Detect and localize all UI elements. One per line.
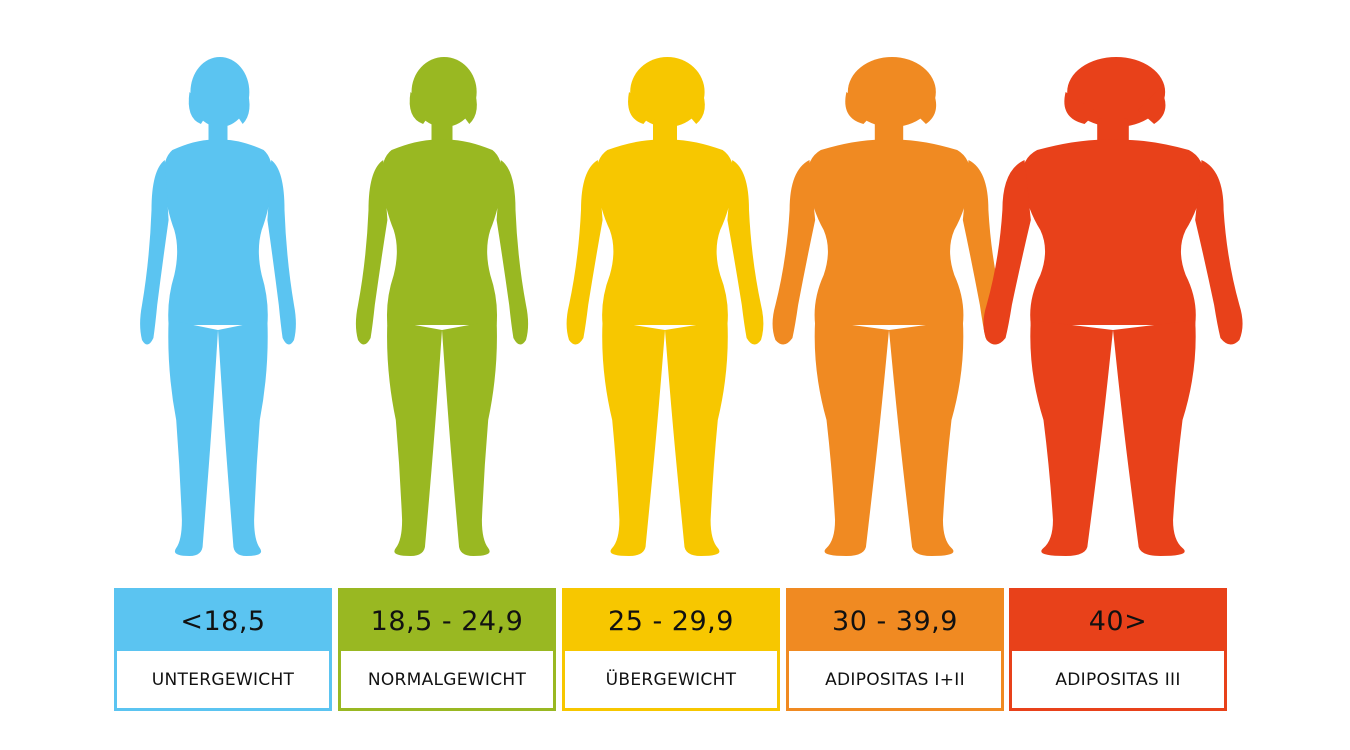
woman-silhouette-icon bbox=[140, 57, 296, 556]
bmi-category-label: NORMALGEWICHT bbox=[341, 651, 553, 708]
bmi-card-normalgewicht: 18,5 - 24,9 NORMALGEWICHT bbox=[338, 588, 556, 711]
bmi-range: 25 - 29,9 bbox=[565, 591, 777, 651]
figure-adipositas-1-2 bbox=[772, 57, 1006, 556]
woman-silhouette-icon bbox=[355, 57, 529, 556]
bmi-card-adipositas-1-2: 30 - 39,9 ADIPOSITAS I+II bbox=[786, 588, 1004, 711]
figure-normalgewicht bbox=[355, 57, 529, 556]
bmi-range: 30 - 39,9 bbox=[789, 591, 1001, 651]
bmi-card-adipositas-3: 40> ADIPOSITAS III bbox=[1009, 588, 1227, 711]
bmi-category-label: ADIPOSITAS III bbox=[1012, 651, 1224, 708]
woman-silhouette-icon bbox=[772, 57, 1006, 556]
woman-silhouette-icon bbox=[566, 57, 764, 556]
bmi-category-label: ADIPOSITAS I+II bbox=[789, 651, 1001, 708]
figure-untergewicht bbox=[140, 57, 296, 556]
bmi-category-label: ÜBERGEWICHT bbox=[565, 651, 777, 708]
bmi-category-label: UNTERGEWICHT bbox=[117, 651, 329, 708]
bmi-card-uebergewicht: 25 - 29,9 ÜBERGEWICHT bbox=[562, 588, 780, 711]
figure-adipositas-3 bbox=[983, 57, 1243, 556]
bmi-card-untergewicht: <18,5 UNTERGEWICHT bbox=[114, 588, 332, 711]
woman-silhouette-icon bbox=[983, 57, 1243, 556]
figure-uebergewicht bbox=[566, 57, 764, 556]
bmi-range: <18,5 bbox=[117, 591, 329, 651]
body-silhouettes bbox=[140, 57, 1243, 556]
bmi-range: 18,5 - 24,9 bbox=[341, 591, 553, 651]
bmi-range: 40> bbox=[1012, 591, 1224, 651]
